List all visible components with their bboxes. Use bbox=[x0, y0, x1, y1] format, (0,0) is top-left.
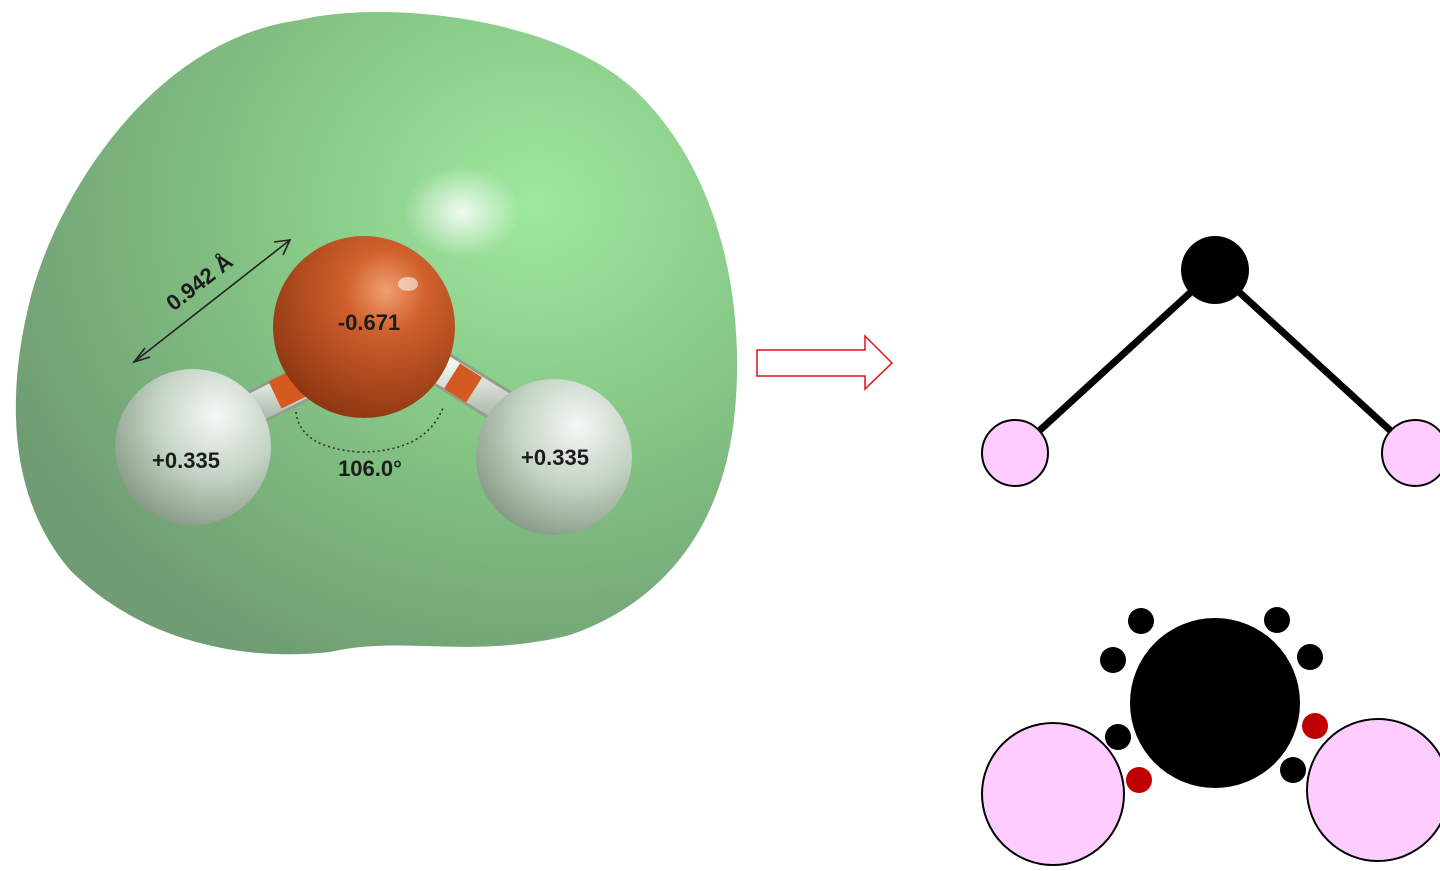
oxygen-charge-label: -0.671 bbox=[338, 310, 400, 335]
hydrogen-atom-left bbox=[115, 369, 271, 525]
transition-arrow bbox=[756, 334, 894, 391]
lone-electron bbox=[1100, 647, 1126, 673]
bond-electron bbox=[1280, 757, 1306, 783]
bond-angle-arc bbox=[295, 407, 444, 453]
lone-electron bbox=[1264, 607, 1290, 633]
bond-length-arrow bbox=[131, 239, 292, 364]
hydrogen-left-charge-label: +0.335 bbox=[152, 448, 220, 473]
stick-oxygen bbox=[1181, 236, 1249, 304]
hydrogen-atom-right bbox=[476, 379, 632, 535]
stick-hydrogen-right bbox=[1381, 419, 1440, 487]
lone-electron bbox=[1297, 644, 1323, 670]
hydrogen-right-charge-label: +0.335 bbox=[521, 445, 589, 470]
stick-model bbox=[981, 236, 1440, 487]
shared-electron bbox=[1126, 767, 1152, 793]
electron-dot-model bbox=[981, 607, 1440, 866]
dot-hydrogen-left bbox=[981, 722, 1125, 866]
shared-electron bbox=[1302, 713, 1328, 739]
dot-oxygen bbox=[1130, 618, 1300, 788]
stick-bond-left bbox=[1012, 267, 1218, 456]
stick-bond-right bbox=[1212, 267, 1418, 456]
bond-electron bbox=[1105, 724, 1131, 750]
oxygen-highlight bbox=[398, 277, 418, 291]
lone-electron bbox=[1128, 608, 1154, 634]
dot-hydrogen-right bbox=[1306, 718, 1440, 862]
surface-highlight bbox=[404, 166, 520, 258]
stick-hydrogen-left bbox=[981, 419, 1049, 487]
bond-angle-label: 106.0° bbox=[338, 456, 402, 481]
